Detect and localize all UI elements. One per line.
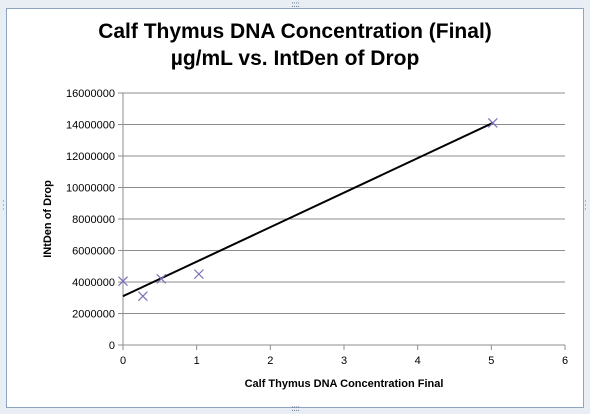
- trendline: [122, 122, 494, 298]
- x-tick-label-5: 5: [488, 355, 494, 367]
- resize-handle-left[interactable]: · · ·: [2, 197, 5, 215]
- chart-title-line-2: µg/mL vs. IntDen of Drop: [170, 47, 420, 70]
- y-tick-label-7: 14000000: [66, 120, 115, 132]
- data-point-0-4[interactable]: [487, 118, 498, 128]
- chart-title-line-1: Calf Thymus DNA Concentration (Final): [98, 20, 492, 43]
- data-point-0-0[interactable]: [118, 276, 128, 287]
- x-tick-label-3: 3: [341, 355, 347, 367]
- x-tick-label-6: 6: [562, 355, 568, 367]
- data-point-0-2[interactable]: [156, 273, 167, 284]
- y-tick-label-6: 12000000: [66, 151, 115, 163]
- y-tick-label-4: 8000000: [72, 214, 115, 226]
- x-tick-label-2: 2: [267, 355, 273, 367]
- data-point-0-1[interactable]: [137, 291, 148, 302]
- x-tick-label-0: 0: [120, 355, 126, 367]
- y-tick-label-5: 10000000: [66, 183, 115, 195]
- resize-handle-top[interactable]: ::::: [291, 0, 300, 10]
- resize-handle-bottom[interactable]: ::::: [291, 404, 300, 414]
- y-tick-label-3: 6000000: [72, 246, 115, 258]
- y-axis-title: INtDen of Drop: [42, 180, 54, 258]
- x-tick-label-1: 1: [194, 355, 200, 367]
- x-axis-title: Calf Thymus DNA Concentration Final: [245, 378, 444, 390]
- y-tick-label-1: 2000000: [72, 309, 115, 321]
- y-tick-label-0: 0: [109, 340, 115, 352]
- y-tick-label-2: 4000000: [72, 277, 115, 289]
- resize-handle-right[interactable]: · · ·: [584, 197, 587, 215]
- x-tick-label-4: 4: [415, 355, 421, 367]
- y-tick-label-8: 16000000: [66, 88, 115, 100]
- data-point-0-3[interactable]: [193, 269, 204, 280]
- chart-title: Calf Thymus DNA Concentration (Final) µg…: [0, 18, 590, 72]
